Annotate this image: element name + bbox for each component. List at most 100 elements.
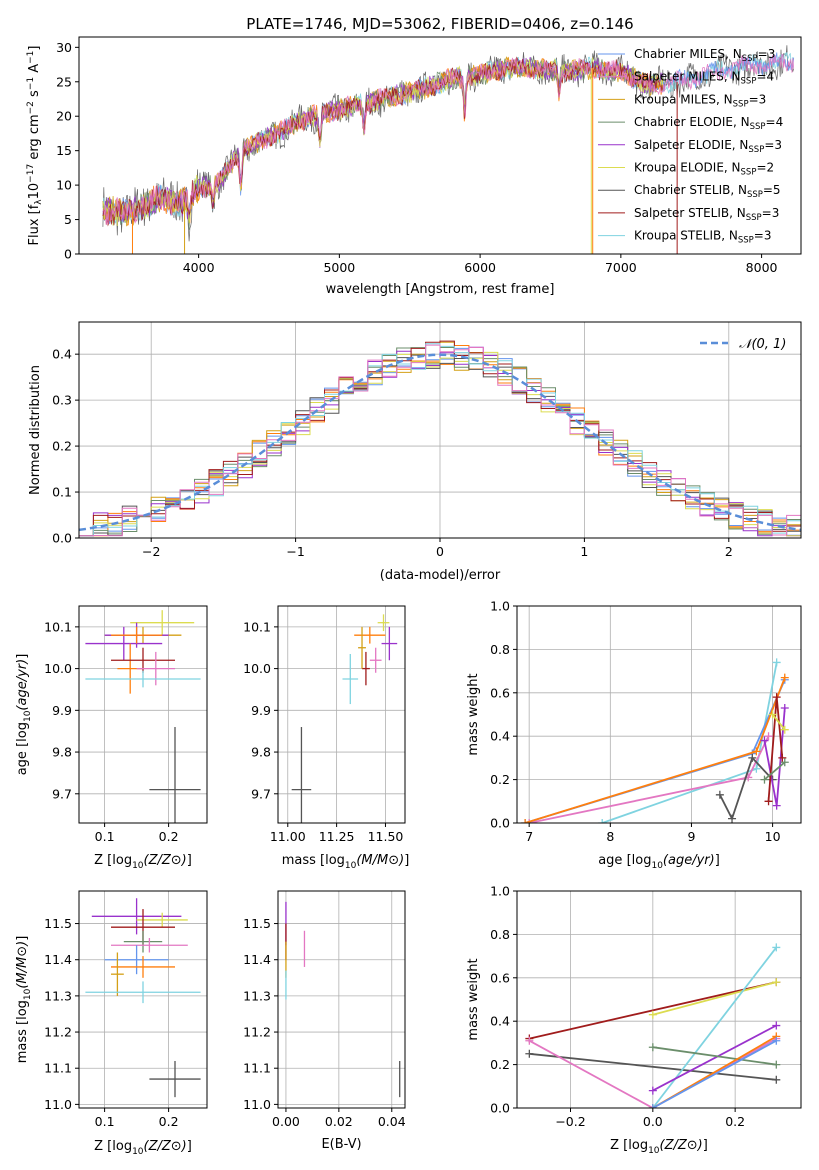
y-tick-label: 9.8 xyxy=(251,745,271,760)
panel-mass-vs-Z: 0.1 0.211.011.111.211.311.411.5Z [log10(Z… xyxy=(15,890,208,1157)
y-tick-label: 9.7 xyxy=(251,786,271,801)
weight-marker xyxy=(760,775,769,784)
figure-title: PLATE=1746, MJD=53062, FIBERID=0406, z=0… xyxy=(246,15,633,33)
legend-entry: Chabrier ELODIE, NSSP=4 xyxy=(634,115,783,132)
legend-entry: Chabrier MILES, NSSP=3 xyxy=(634,47,775,64)
label-part: 10 xyxy=(27,183,42,200)
error-point xyxy=(136,912,188,928)
label-part: Flux [f xyxy=(27,204,42,245)
legend-entry: Salpeter MILES, NSSP=4 xyxy=(634,70,774,87)
legend-text: =3 xyxy=(758,47,776,61)
x-tick-label: 10 xyxy=(765,829,781,844)
legend-sub: SSP xyxy=(741,168,757,178)
error-point xyxy=(342,653,359,705)
x-tick-label: 0.2 xyxy=(159,1114,179,1129)
label-part: −17 xyxy=(26,164,36,183)
weight-line xyxy=(652,1024,777,1092)
histogram-step xyxy=(79,344,801,537)
weight-marker xyxy=(772,978,781,987)
weight-line xyxy=(763,761,786,781)
weight-line xyxy=(652,946,778,1108)
label-sub: 10 xyxy=(132,861,144,871)
weight-line xyxy=(529,1052,777,1081)
y-tick-label: 11.1 xyxy=(44,1061,72,1076)
label-part: (Z/Z⊙) xyxy=(660,1138,703,1153)
y-tick-label: 0.1 xyxy=(52,485,72,500)
y-tick-label: 0.4 xyxy=(490,1014,510,1029)
panel-mass-weight-vs-Z: −0.2 0.0 0.2 0.0 0.2 0.4 0.6 0.8 1.0 mass weight Z… xyxy=(466,884,802,1156)
weight-line xyxy=(528,1037,777,1108)
y-tick-label: 9.9 xyxy=(251,703,271,718)
axes-frame xyxy=(78,605,208,824)
error-point xyxy=(111,956,175,978)
weight-line xyxy=(601,662,778,823)
normal-curve xyxy=(79,353,801,532)
plot-area xyxy=(102,45,795,254)
label-part: ] xyxy=(15,654,30,659)
label-part: age [log xyxy=(598,853,651,868)
weight-marker xyxy=(780,703,789,712)
legend-text: =3 xyxy=(749,92,767,106)
weight-marker xyxy=(748,753,757,762)
x-axis-label: mass [log10(M/M⊙)] xyxy=(282,853,410,871)
label-sub: 10 xyxy=(648,1146,660,1156)
legend-entry: Salpeter ELODIE, NSSP=3 xyxy=(634,138,782,155)
y-tick-label: 1.0 xyxy=(490,884,510,899)
y-tick-label: 0.0 xyxy=(490,816,510,831)
label-sub: 10 xyxy=(345,861,357,871)
weight-marker xyxy=(715,790,724,799)
axes-frame xyxy=(277,605,406,824)
axes-frame xyxy=(516,605,802,824)
legend-text: =3 xyxy=(764,138,782,152)
x-tick-label: 8000 xyxy=(746,260,778,275)
error-point xyxy=(85,981,201,1004)
label-part: ] xyxy=(15,936,30,941)
label-part: ] xyxy=(187,853,192,868)
error-point xyxy=(136,651,175,686)
label-part: (age/yr) xyxy=(15,659,30,711)
error-point xyxy=(130,610,195,636)
x-tick-label: 0.1 xyxy=(95,829,115,844)
error-point xyxy=(354,626,386,644)
y-tick-label: 11.4 xyxy=(243,952,271,967)
y-tick-label: 11.0 xyxy=(44,1097,72,1112)
weight-marker xyxy=(525,1049,534,1058)
weight-marker xyxy=(648,1010,657,1019)
histogram-step xyxy=(79,354,801,537)
weight-marker xyxy=(772,943,781,952)
label-part: −2 xyxy=(26,101,36,114)
x-tick-label: 8 xyxy=(606,829,614,844)
y-tick-label: 9.9 xyxy=(52,703,72,718)
legend-text: =3 xyxy=(762,206,780,220)
label-part: erg cm xyxy=(27,114,42,163)
label-part: (M/M⊙) xyxy=(356,853,404,868)
error-point xyxy=(381,626,398,661)
x-axis-label: Z [log10(Z/Z⊙)] xyxy=(94,853,192,871)
legend-sub: SSP xyxy=(747,190,763,200)
legend-text: =5 xyxy=(763,183,781,197)
y-tick-label: 20 xyxy=(56,109,72,124)
weight-marker xyxy=(525,819,534,823)
legend-sub: SSP xyxy=(733,99,749,109)
legend-sub: SSP xyxy=(750,122,766,132)
error-point xyxy=(104,945,169,975)
weight-marker xyxy=(764,732,773,741)
weight-marker xyxy=(525,1036,534,1045)
label-part: λ xyxy=(34,199,44,205)
label-part: ] xyxy=(703,1138,708,1153)
weight-marker xyxy=(772,1036,781,1045)
x-tick-label: 0 xyxy=(436,544,444,559)
plot-area xyxy=(85,898,201,1098)
label-part: mass [log xyxy=(282,853,345,868)
panel-spectrum: 4000 5000 6000 7000 8000 0 5 10 15 20 25 30 waveleng… xyxy=(26,36,802,297)
legend-entry: Chabrier STELIB, NSSP=5 xyxy=(634,183,781,200)
legend-text: =3 xyxy=(754,229,772,243)
histogram-step xyxy=(79,340,801,537)
y-tick-label: 0.0 xyxy=(52,531,72,546)
legend-entry: Salpeter STELIB, NSSP=3 xyxy=(634,206,779,223)
x-axis-label: Z [log10(Z/Z⊙)] xyxy=(94,1139,192,1157)
label-part: (M/M⊙) xyxy=(15,941,30,989)
panel-age-vs-Z: 0.1 0.29.79.89.910.010.1Z [log10(Z/Z⊙)]ag… xyxy=(15,605,208,871)
error-point xyxy=(362,651,370,686)
x-tick-label: 0.04 xyxy=(378,1114,406,1129)
